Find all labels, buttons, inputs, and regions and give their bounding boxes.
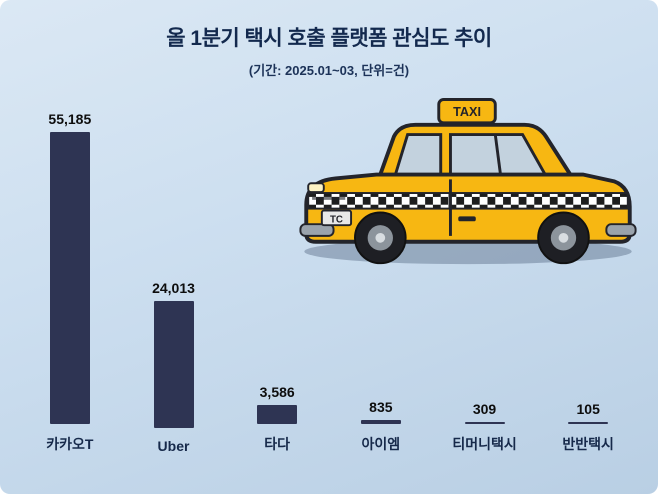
bar-stack: 309 bbox=[464, 106, 505, 424]
category-label-5: 반반택시 bbox=[562, 436, 614, 452]
category-label-3: 아이엠 bbox=[361, 436, 401, 452]
bar-value-label: 24,013 bbox=[152, 280, 195, 296]
bar-0 bbox=[49, 132, 90, 424]
bar-stack: 55,185 bbox=[48, 106, 91, 424]
bar-1 bbox=[153, 301, 194, 428]
bar-value-label: 55,185 bbox=[48, 111, 92, 127]
chart-column-4: 309 티머니택시 bbox=[433, 106, 537, 454]
chart-column-1: 24,013 Uber bbox=[122, 110, 226, 454]
chart-column-5: 105 반반택시 bbox=[536, 106, 640, 454]
bar-value-label: 309 bbox=[472, 401, 497, 417]
chart-column-2: 3,586 타다 bbox=[225, 106, 329, 454]
bar-stack: 24,013 bbox=[152, 110, 195, 428]
bar-stack: 835 bbox=[360, 106, 401, 424]
bar-3 bbox=[360, 420, 401, 424]
category-label-1: Uber bbox=[157, 438, 190, 454]
bar-value-label: 835 bbox=[369, 399, 393, 415]
bar-5 bbox=[568, 422, 609, 424]
bar-2 bbox=[257, 405, 298, 424]
bar-chart: 55,185 카카오T 24,013 Uber 3,586 타다 835 아이엠 309 티머니택… bbox=[18, 106, 640, 454]
category-label-0: 카카오T bbox=[46, 436, 94, 452]
chart-subtitle: (기간: 2025.01~03, 단위=건) bbox=[248, 63, 410, 78]
bar-stack: 105 bbox=[568, 106, 609, 424]
bar-value-label: 105 bbox=[576, 401, 600, 417]
bar-stack: 3,586 bbox=[257, 106, 298, 424]
category-label-4: 티머니택시 bbox=[452, 436, 517, 452]
bar-value-label: 3,586 bbox=[259, 384, 295, 400]
category-label-2: 타다 bbox=[264, 436, 291, 452]
chart-title: 올 1분기 택시 호출 플랫폼 관심도 추이 bbox=[166, 27, 492, 50]
bar-4 bbox=[464, 422, 505, 424]
chart-column-3: 835 아이엠 bbox=[329, 106, 433, 454]
chart-column-0: 55,185 카카오T bbox=[18, 106, 122, 454]
